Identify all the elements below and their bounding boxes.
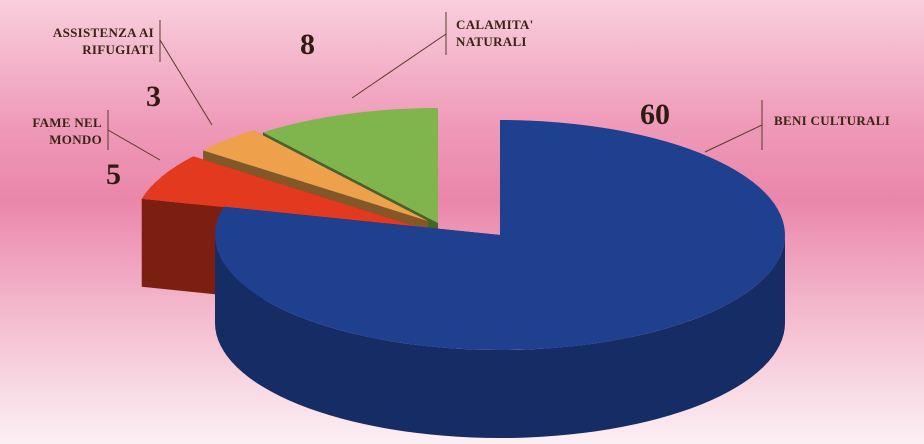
value-label: 60 <box>640 98 670 131</box>
slice-top <box>141 156 418 227</box>
category-label: FAME NEL MONDO <box>32 115 102 147</box>
value-label: 3 <box>146 80 161 113</box>
leader-line <box>351 33 447 99</box>
slice-top <box>214 120 785 350</box>
leader-line <box>107 129 161 161</box>
category-label: CALAMITA' NATURALI <box>456 17 534 49</box>
slice-side <box>215 235 785 438</box>
leader-line <box>704 124 763 153</box>
slice <box>214 120 785 438</box>
value-label: 8 <box>300 28 315 61</box>
value-label: 5 <box>106 158 121 191</box>
category-label: ASSISTENZA AI RIFUGIATI <box>52 25 154 57</box>
category-label: BENI CULTURALI <box>774 113 891 128</box>
leader-line <box>159 39 213 126</box>
slice-top <box>203 130 428 221</box>
slice-top <box>262 108 438 223</box>
